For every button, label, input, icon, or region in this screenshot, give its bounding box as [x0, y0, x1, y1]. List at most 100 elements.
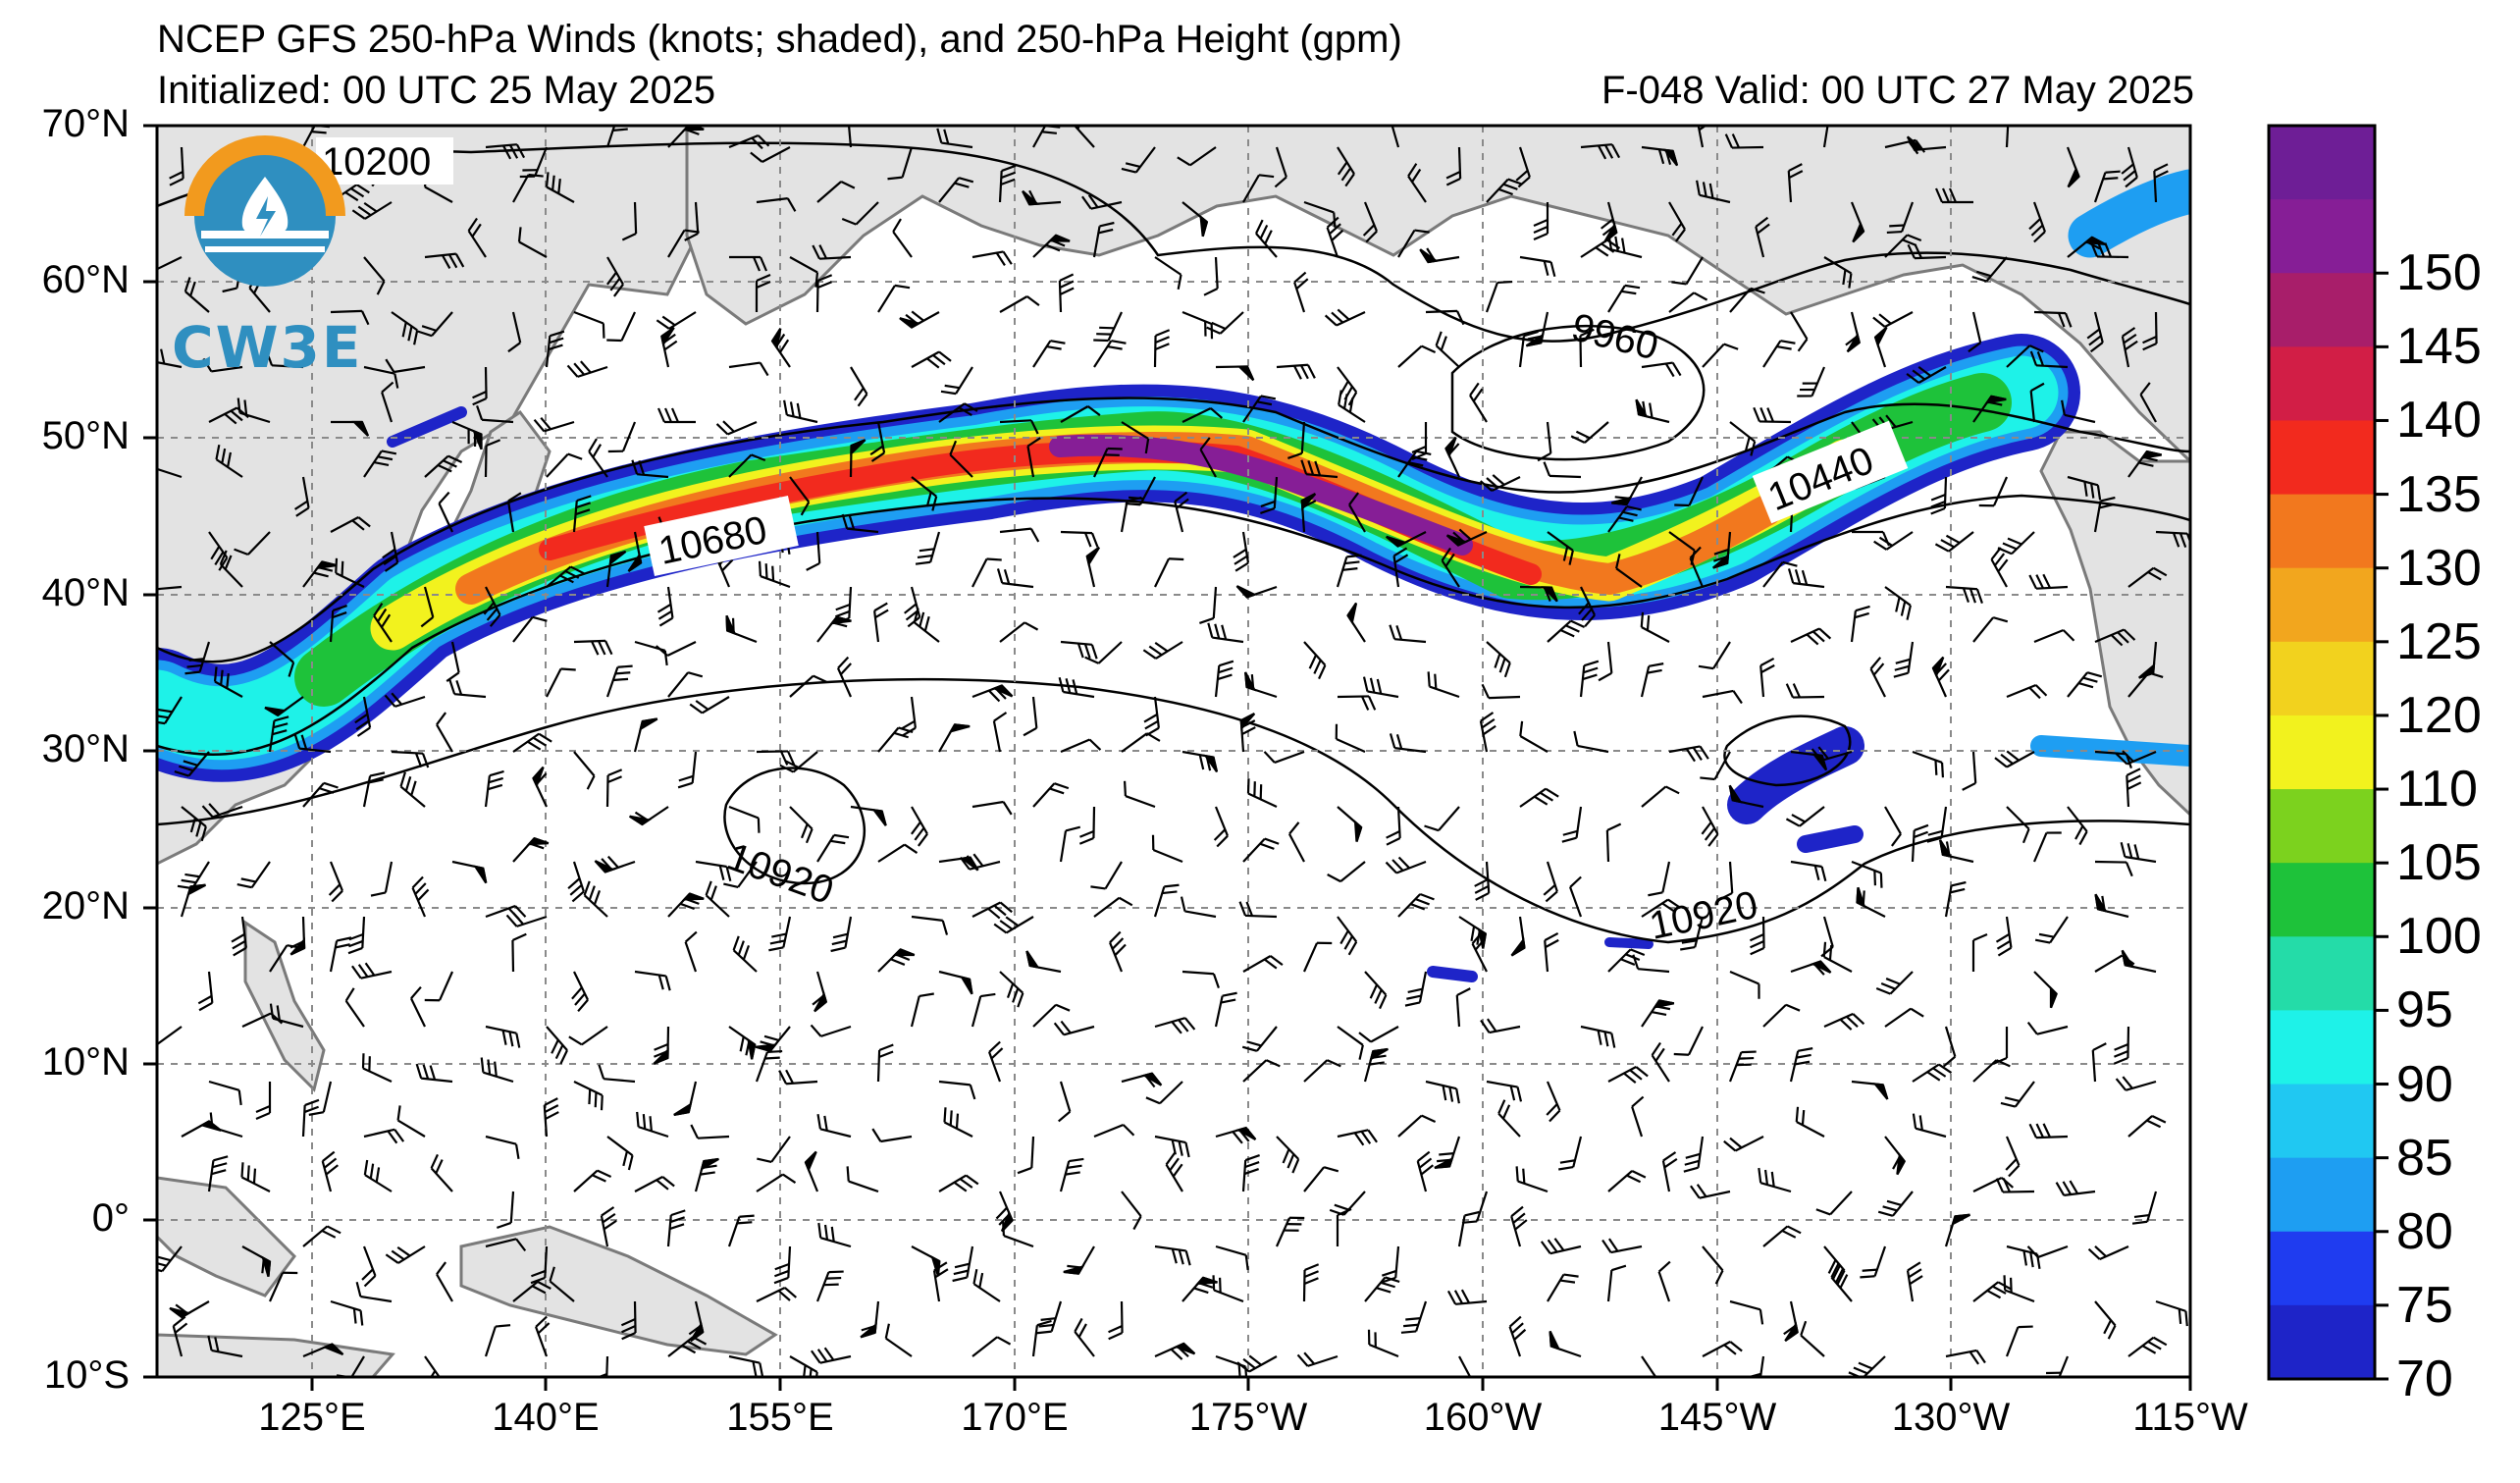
wind-barb — [715, 420, 758, 436]
wind-barb — [573, 310, 605, 339]
wind-barb — [215, 444, 243, 478]
wind-barb — [2029, 350, 2069, 369]
wind-barb — [1074, 1317, 1095, 1357]
wind-barb — [1154, 256, 1182, 291]
wind-barb — [605, 550, 627, 588]
wind-barb — [265, 350, 304, 369]
wind-barb — [2005, 1325, 2033, 1357]
wind-barb — [694, 1157, 719, 1192]
wind-barb — [1293, 271, 1309, 313]
wind-barb — [1025, 950, 1062, 974]
wind-barb — [363, 1159, 393, 1192]
wind-barb — [1851, 1080, 1889, 1100]
wind-barb — [2127, 566, 2168, 588]
wind-barb — [1486, 1080, 1523, 1102]
wind-barb — [1181, 310, 1214, 340]
wind-barb — [1995, 1178, 2035, 1193]
wind-barb — [2094, 893, 2129, 919]
wind-barb — [999, 295, 1040, 313]
land-north-america-west — [2039, 430, 2190, 818]
wind-barb — [385, 1245, 426, 1264]
wind-barb — [770, 328, 791, 368]
wind-barb — [409, 985, 426, 1028]
wind-barb — [1815, 1191, 1853, 1216]
wind-barb — [1823, 256, 1853, 289]
wind-barb — [415, 1063, 453, 1084]
wind-barb — [382, 531, 399, 572]
wind-barb — [1121, 421, 1150, 454]
wind-barb — [497, 1191, 515, 1229]
wind-barb — [1300, 493, 1317, 533]
wind-barb — [705, 880, 730, 918]
wind-barb — [2028, 1123, 2069, 1139]
wind-barb — [1615, 554, 1643, 588]
wind-barb — [1702, 1245, 1724, 1285]
wind-barb — [1641, 999, 1675, 1028]
wind-barb — [533, 416, 575, 433]
wind-barb — [1762, 560, 1798, 588]
wind-barb — [549, 1266, 575, 1302]
colorbar-segment — [2269, 789, 2375, 864]
wind-barb — [860, 1300, 880, 1339]
wind-barb — [689, 696, 730, 715]
wind-barb — [446, 641, 460, 682]
wind-barb — [899, 310, 940, 329]
wind-barb — [815, 274, 833, 313]
wind-barb — [605, 256, 624, 297]
wind-barb — [1519, 255, 1556, 278]
wind-barb — [363, 365, 399, 389]
wind-barb — [424, 1355, 445, 1377]
wind-barb — [789, 476, 811, 516]
wind-barb — [877, 284, 911, 313]
wind-barb — [572, 495, 592, 533]
wind-barb — [1060, 405, 1101, 423]
wind-barb — [1381, 1245, 1400, 1284]
wind-barb — [1458, 916, 1488, 949]
wind-barb — [2094, 954, 2135, 973]
wind-barb — [1335, 723, 1366, 754]
wind-barb — [1441, 547, 1460, 588]
wind-barb — [783, 399, 818, 424]
contour-10920 — [157, 677, 2190, 944]
wind-barb — [2067, 806, 2088, 846]
wind-barb — [289, 916, 306, 956]
wind-barb — [2115, 750, 2157, 766]
wind-barb — [911, 915, 949, 935]
wind-barb — [877, 948, 916, 973]
wind-barb — [567, 861, 585, 903]
wind-barb — [1972, 1176, 2015, 1192]
wind-barb — [1213, 806, 1230, 848]
wind-barb — [1671, 256, 1704, 286]
wind-barb — [1515, 1166, 1549, 1193]
wind-barb — [1481, 683, 1521, 700]
wind-barb — [1026, 437, 1041, 478]
wind-barb — [1336, 554, 1362, 588]
wind-barb — [530, 1245, 549, 1285]
wind-barb — [1884, 234, 1922, 258]
wind-barb — [507, 311, 522, 353]
wind-barb — [1397, 892, 1435, 918]
wind-barb — [1337, 146, 1355, 187]
wind-barb — [264, 696, 304, 717]
wind-barb — [804, 1150, 819, 1192]
wind-barb — [1607, 948, 1646, 973]
wind-barb — [1154, 557, 1184, 588]
lat-label: 60°N — [41, 258, 130, 301]
wind-barb — [1142, 641, 1183, 660]
wind-barb — [1759, 657, 1775, 698]
wind-barb — [1121, 732, 1161, 753]
wind-barb — [1822, 941, 1853, 973]
wind-barb — [789, 674, 828, 698]
wind-barb — [911, 476, 938, 511]
wind-barb — [2094, 860, 2133, 877]
wind-barb — [1337, 695, 1377, 711]
wind-barb — [1906, 365, 1947, 384]
colorbar-level-label: 70 — [2396, 1351, 2453, 1407]
wind-barb — [758, 560, 791, 589]
wind-barb — [1385, 856, 1427, 874]
wind-barb — [892, 218, 913, 258]
wind-barb — [476, 405, 514, 424]
wind-barb — [1580, 1025, 1616, 1048]
wind-barb — [1661, 1151, 1678, 1192]
colorbar-level-label: 80 — [2396, 1202, 2453, 1260]
